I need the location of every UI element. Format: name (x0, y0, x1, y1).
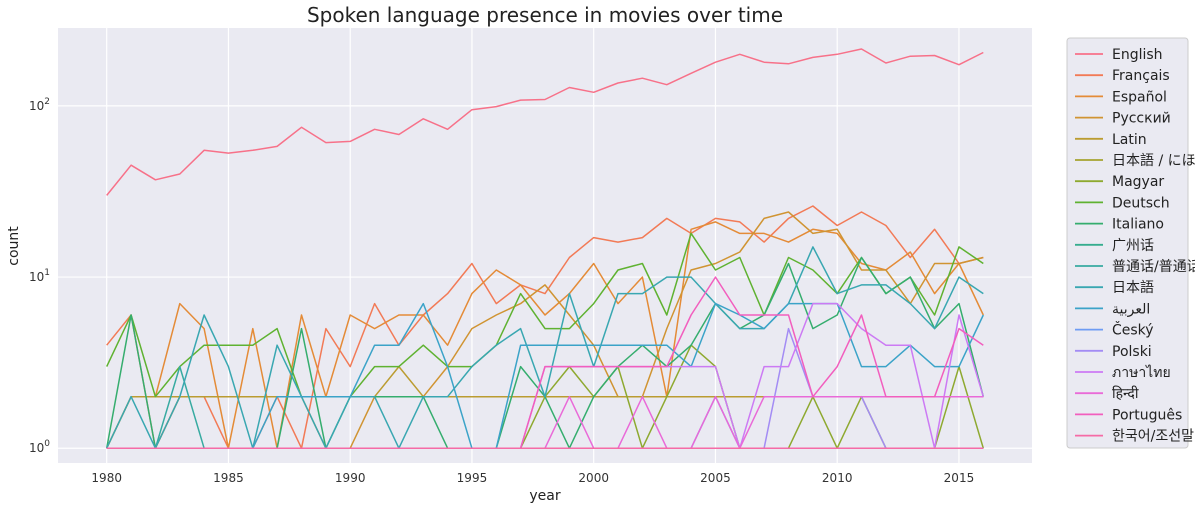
x-tick-label: 1995 (457, 471, 488, 485)
y-tick-label: 100 (29, 439, 50, 455)
legend-label: Español (1112, 89, 1167, 105)
legend-label: Italiano (1112, 217, 1164, 233)
x-tick-label: 2010 (822, 471, 853, 485)
legend-label: English (1112, 47, 1163, 63)
legend-label: Magyar (1112, 174, 1164, 190)
legend-box (1066, 37, 1189, 449)
legend-label: Český (1112, 321, 1154, 339)
y-tick-label: 102 (29, 97, 50, 113)
x-axis-ticks: 1980 1985 1990 1995 2000 2005 2010 2015 (91, 471, 974, 485)
series-line-2 (106, 221, 984, 449)
legend-label: 日本語 (1112, 280, 1154, 296)
x-tick-label: 2005 (700, 471, 731, 485)
x-axis-label: year (529, 488, 560, 504)
x-tick-label: 1985 (213, 471, 244, 485)
legend-label: 한국어/조선말 (1112, 429, 1194, 445)
series-line-0 (106, 48, 984, 196)
y-axis-label: count (6, 226, 22, 266)
legend-label: Deutsch (1112, 195, 1170, 211)
legend-label: Русский (1112, 111, 1171, 127)
legend-label: العربية (1112, 301, 1150, 317)
series-lines (105, 48, 985, 449)
legend-label: 日本語 / にほんご (1112, 153, 1195, 169)
legend-label: Polski (1112, 344, 1152, 360)
x-tick-label: 2015 (944, 471, 975, 485)
x-tick-label: 2000 (578, 471, 609, 485)
legend: English Français Español Русский Latin 日本語 / … (1066, 37, 1195, 449)
legend-label: हिन्दी (1112, 385, 1139, 402)
y-tick-label: 101 (29, 268, 50, 284)
legend-label: 普通话/普通话 (1112, 259, 1195, 275)
plot-background (58, 28, 1032, 463)
y-axis-ticks: 100 101 102 (29, 97, 50, 455)
x-tick-label: 1990 (335, 471, 366, 485)
legend-label: ภาษาไทย (1112, 364, 1171, 381)
legend-label: Latin (1112, 132, 1147, 148)
legend-label: Français (1112, 68, 1170, 84)
legend-label: Português (1112, 407, 1182, 423)
x-tick-label: 1980 (91, 471, 122, 485)
legend-label: 广州话 (1112, 238, 1154, 254)
chart-title: Spoken language presence in movies over … (307, 3, 783, 27)
